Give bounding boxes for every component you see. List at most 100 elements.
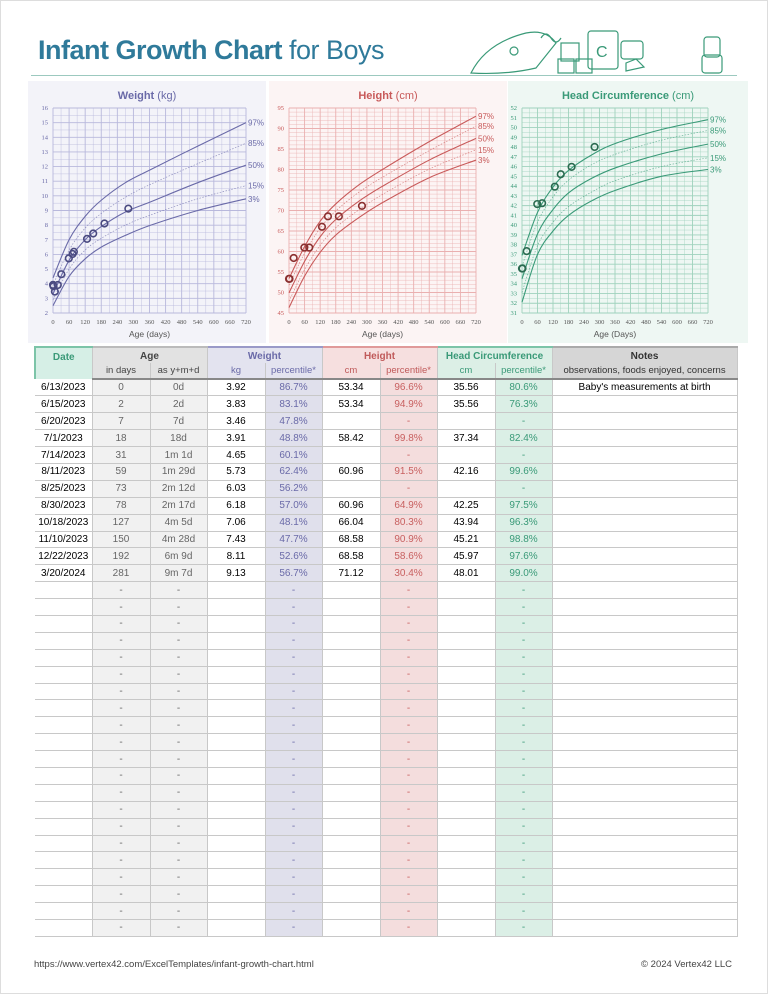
cell-date[interactable]	[35, 649, 93, 667]
cell-age-days[interactable]: 73	[92, 480, 151, 498]
cell-height-cm[interactable]	[322, 598, 381, 616]
cell-age-ymd[interactable]: -	[150, 649, 208, 667]
cell-head-percentile[interactable]: -	[495, 868, 553, 887]
cell-head-percentile[interactable]: -	[495, 801, 553, 819]
cell-date[interactable]	[35, 750, 93, 768]
cell-age-days[interactable]: -	[92, 750, 151, 768]
cell-head-percentile[interactable]: -	[495, 615, 553, 633]
cell-height-cm[interactable]	[322, 851, 381, 870]
cell-weight-kg[interactable]: 7.43	[207, 531, 266, 549]
cell-notes[interactable]	[552, 818, 738, 836]
cell-weight-kg[interactable]	[207, 868, 266, 887]
cell-height-cm[interactable]	[322, 801, 381, 819]
cell-age-days[interactable]: -	[92, 666, 151, 684]
cell-height-cm[interactable]: 68.58	[322, 547, 381, 566]
cell-head-cm[interactable]	[437, 868, 496, 887]
cell-height-cm[interactable]	[322, 919, 381, 937]
cell-height-cm[interactable]	[322, 666, 381, 684]
cell-head-cm[interactable]: 35.56	[437, 395, 496, 414]
cell-date[interactable]	[35, 733, 93, 752]
cell-height-percentile[interactable]: -	[380, 868, 438, 887]
cell-height-cm[interactable]: 66.04	[322, 514, 381, 532]
cell-head-percentile[interactable]: -	[495, 598, 553, 616]
cell-notes[interactable]	[552, 395, 738, 414]
cell-notes[interactable]	[552, 835, 738, 853]
cell-date[interactable]	[35, 868, 93, 887]
cell-weight-kg[interactable]	[207, 919, 266, 937]
cell-age-ymd[interactable]: -	[150, 581, 208, 600]
cell-height-percentile[interactable]: 94.9%	[380, 395, 438, 414]
cell-age-days[interactable]: -	[92, 683, 151, 701]
cell-height-cm[interactable]	[322, 767, 381, 785]
cell-head-percentile[interactable]: 82.4%	[495, 429, 553, 448]
cell-weight-kg[interactable]	[207, 767, 266, 785]
cell-age-ymd[interactable]: 4m 28d	[150, 531, 208, 549]
cell-date[interactable]: 8/11/2023	[35, 463, 93, 481]
cell-weight-kg[interactable]	[207, 784, 266, 802]
cell-height-cm[interactable]: 53.34	[322, 379, 381, 397]
cell-age-ymd[interactable]: 2d	[150, 395, 208, 414]
cell-weight-percentile[interactable]: -	[265, 801, 323, 819]
cell-weight-kg[interactable]	[207, 851, 266, 870]
cell-age-days[interactable]: -	[92, 919, 151, 937]
cell-weight-kg[interactable]: 4.65	[207, 446, 266, 464]
cell-head-cm[interactable]	[437, 615, 496, 633]
cell-head-cm[interactable]	[437, 598, 496, 616]
cell-notes[interactable]	[552, 564, 738, 583]
cell-weight-percentile[interactable]: 48.1%	[265, 514, 323, 532]
cell-age-ymd[interactable]: 1m 29d	[150, 463, 208, 481]
cell-head-percentile[interactable]: 76.3%	[495, 395, 553, 414]
cell-age-ymd[interactable]: -	[150, 699, 208, 718]
cell-notes[interactable]	[552, 699, 738, 718]
cell-head-percentile[interactable]: -	[495, 835, 553, 853]
cell-age-ymd[interactable]: -	[150, 767, 208, 785]
cell-head-percentile[interactable]: -	[495, 649, 553, 667]
cell-height-percentile[interactable]: -	[380, 446, 438, 464]
cell-weight-kg[interactable]	[207, 666, 266, 684]
cell-date[interactable]	[35, 598, 93, 616]
cell-height-percentile[interactable]: -	[380, 784, 438, 802]
cell-weight-kg[interactable]: 7.06	[207, 514, 266, 532]
cell-head-percentile[interactable]: -	[495, 902, 553, 920]
cell-age-ymd[interactable]: -	[150, 868, 208, 887]
cell-head-cm[interactable]: 42.25	[437, 497, 496, 515]
cell-head-cm[interactable]: 43.94	[437, 514, 496, 532]
cell-head-cm[interactable]	[437, 835, 496, 853]
cell-age-days[interactable]: -	[92, 902, 151, 920]
cell-notes[interactable]	[552, 531, 738, 549]
cell-weight-kg[interactable]: 6.18	[207, 497, 266, 515]
cell-head-cm[interactable]	[437, 885, 496, 904]
cell-head-cm[interactable]	[437, 902, 496, 920]
cell-weight-kg[interactable]	[207, 699, 266, 718]
cell-notes[interactable]: Baby's measurements at birth	[552, 379, 738, 397]
cell-age-ymd[interactable]: -	[150, 885, 208, 904]
cell-head-cm[interactable]	[437, 801, 496, 819]
cell-weight-percentile[interactable]: -	[265, 851, 323, 870]
cell-head-cm[interactable]: 45.97	[437, 547, 496, 566]
cell-weight-kg[interactable]	[207, 885, 266, 904]
cell-height-percentile[interactable]: 30.4%	[380, 564, 438, 583]
cell-height-percentile[interactable]: 91.5%	[380, 463, 438, 481]
cell-height-cm[interactable]	[322, 412, 381, 431]
cell-age-days[interactable]: -	[92, 615, 151, 633]
cell-height-cm[interactable]	[322, 784, 381, 802]
cell-date[interactable]: 12/22/2023	[35, 547, 93, 566]
cell-notes[interactable]	[552, 868, 738, 887]
cell-height-percentile[interactable]: -	[380, 699, 438, 718]
cell-head-cm[interactable]	[437, 851, 496, 870]
cell-weight-percentile[interactable]: -	[265, 835, 323, 853]
cell-weight-kg[interactable]: 3.91	[207, 429, 266, 448]
cell-height-percentile[interactable]: -	[380, 581, 438, 600]
cell-weight-percentile[interactable]: 56.2%	[265, 480, 323, 498]
cell-date[interactable]	[35, 716, 93, 735]
cell-weight-kg[interactable]	[207, 818, 266, 836]
cell-age-days[interactable]: 2	[92, 395, 151, 414]
cell-notes[interactable]	[552, 885, 738, 904]
cell-date[interactable]	[35, 902, 93, 920]
cell-age-days[interactable]: -	[92, 632, 151, 650]
cell-age-ymd[interactable]: -	[150, 733, 208, 752]
cell-head-cm[interactable]: 45.21	[437, 531, 496, 549]
cell-weight-percentile[interactable]: 47.8%	[265, 412, 323, 431]
cell-weight-percentile[interactable]: -	[265, 581, 323, 600]
cell-weight-percentile[interactable]: 57.0%	[265, 497, 323, 515]
